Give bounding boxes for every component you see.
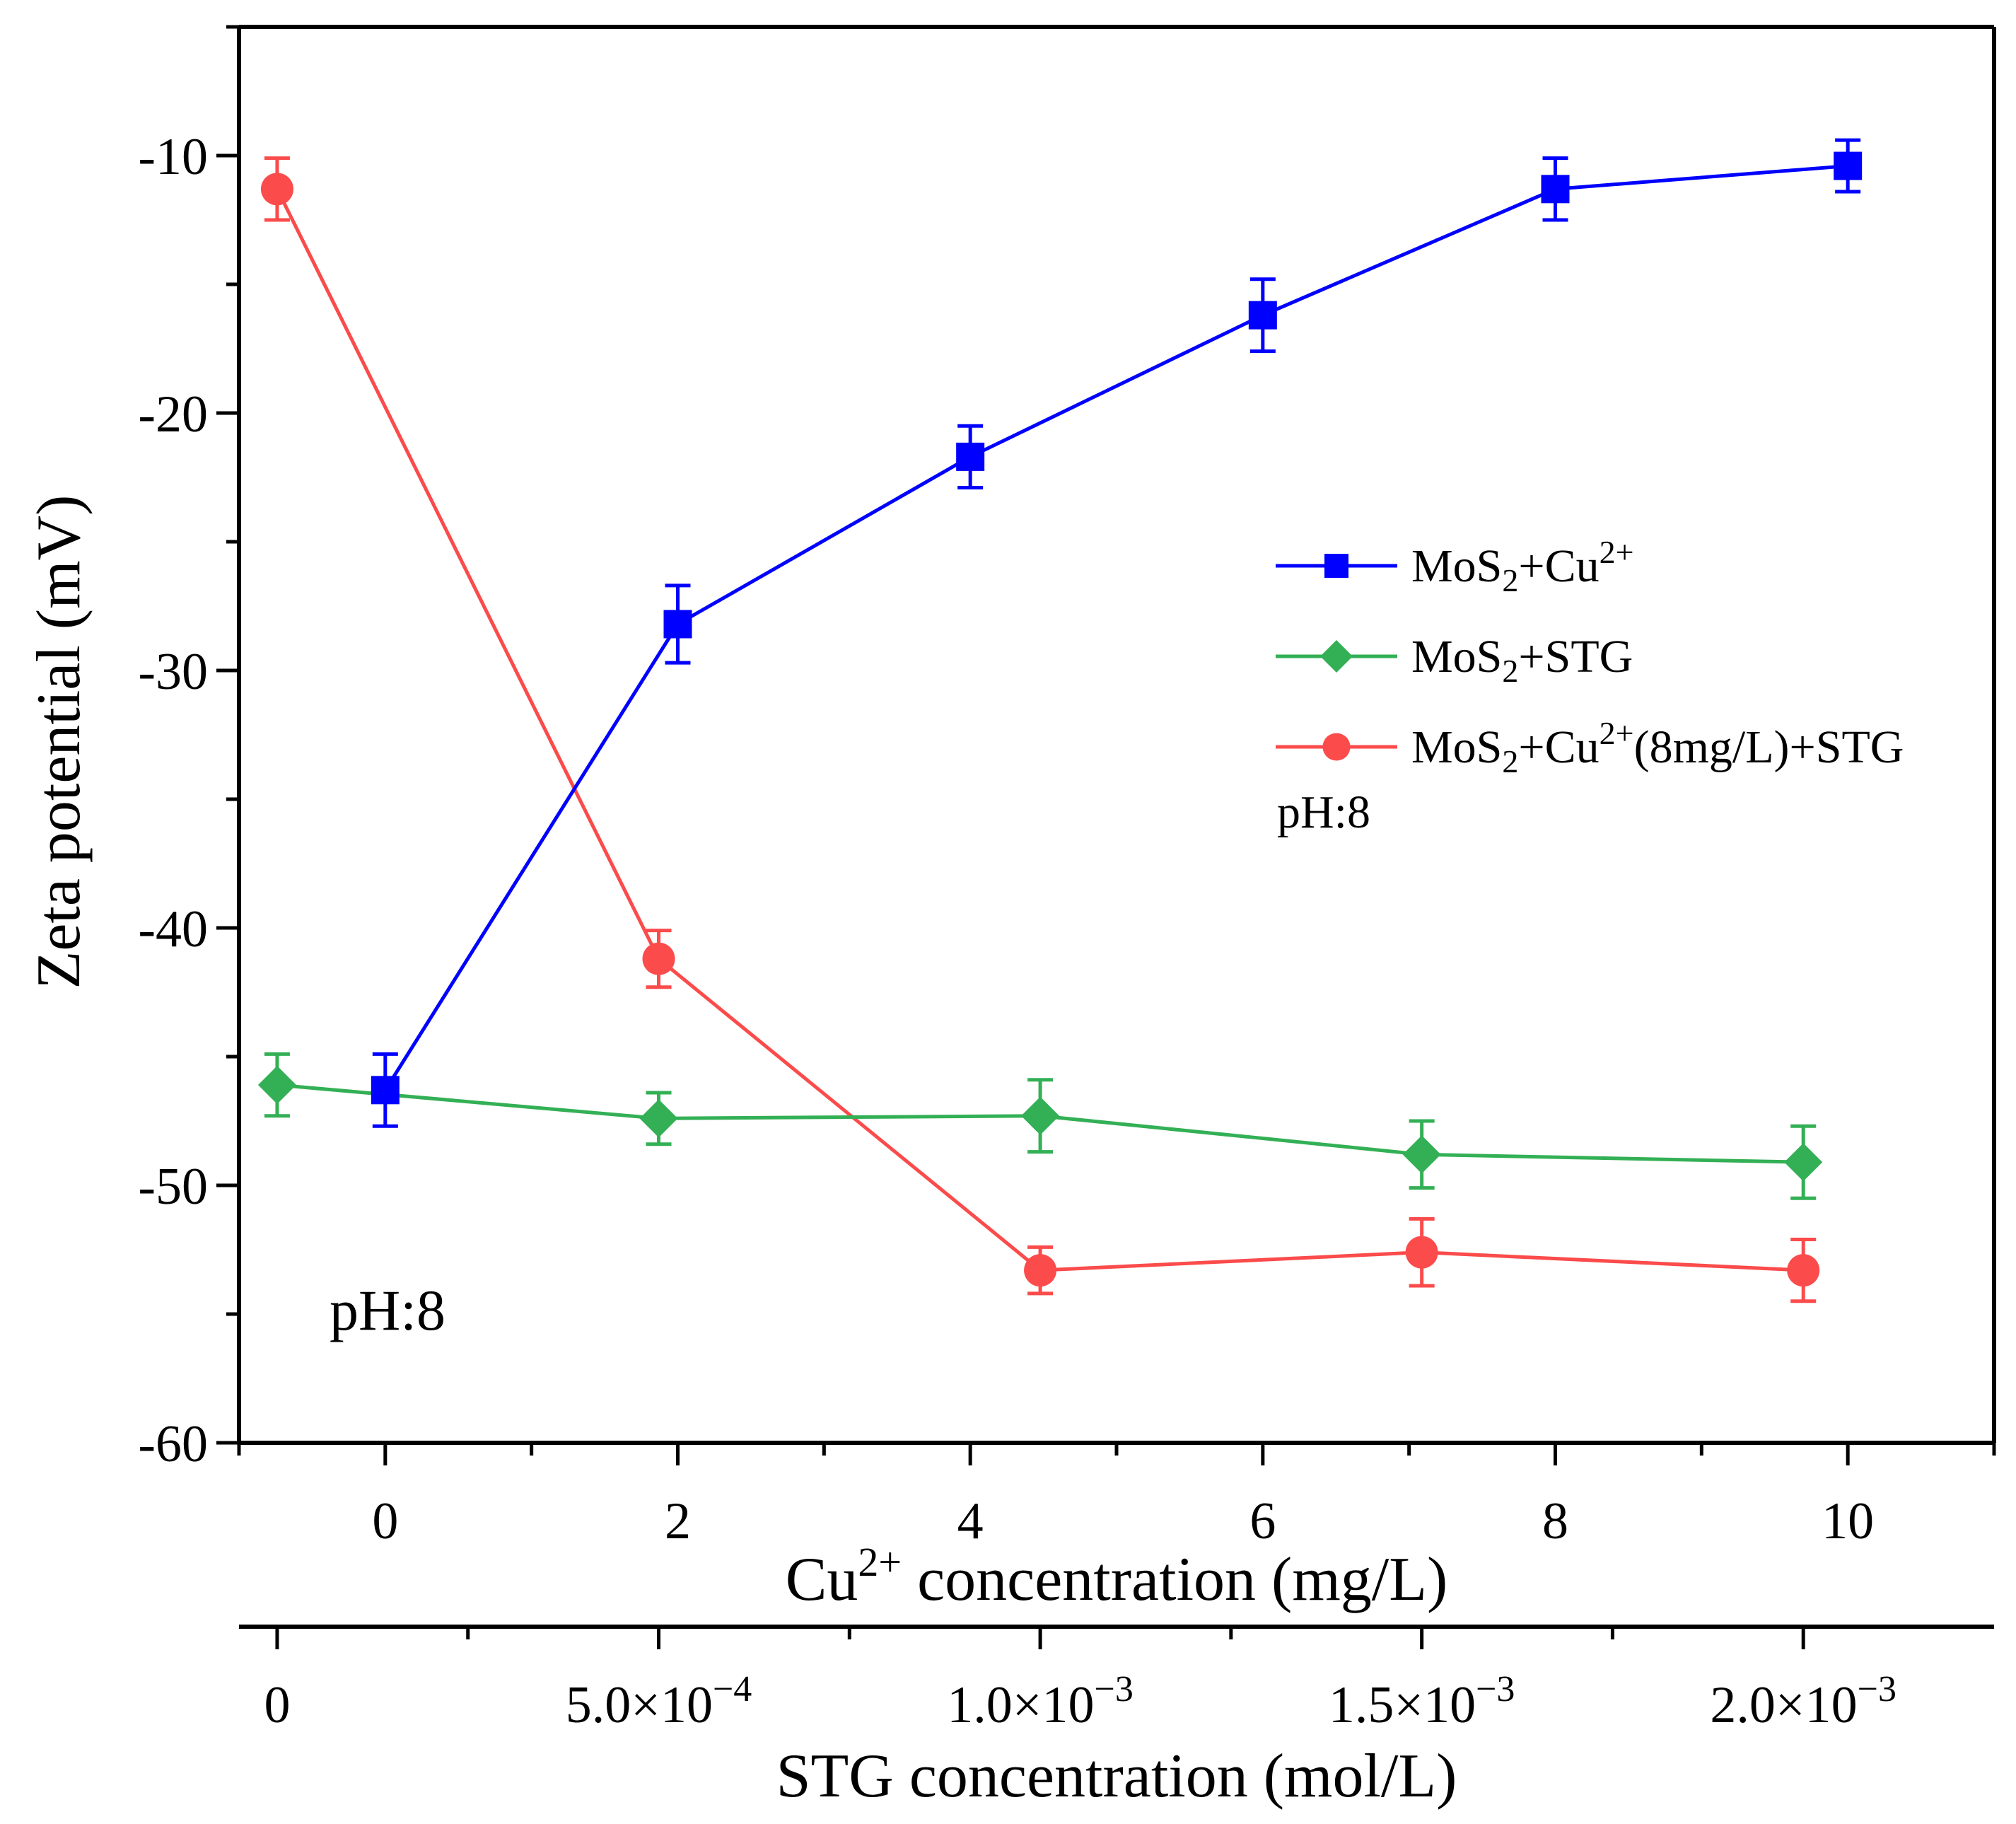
data-point xyxy=(639,1099,678,1138)
series-mos2-cu2- xyxy=(371,138,1863,1128)
y-tick-label: -10 xyxy=(138,128,208,186)
data-point xyxy=(1248,301,1277,330)
legend-item: MoS2+Cu2+(8mg/L)+STG xyxy=(1276,715,1904,779)
data-point xyxy=(1402,1135,1441,1174)
series-mos2-stg xyxy=(257,1052,1823,1200)
data-point xyxy=(642,942,675,975)
data-point xyxy=(1322,733,1351,761)
data-point xyxy=(663,610,692,639)
data-point xyxy=(1834,151,1863,180)
data-point xyxy=(257,1066,296,1105)
y-tick-label: -30 xyxy=(138,643,208,701)
legend-label: MoS2+Cu2+(8mg/L)+STG xyxy=(1411,715,1904,779)
data-point xyxy=(1021,1096,1060,1135)
legend-item: MoS2+STG xyxy=(1276,631,1633,689)
secondary-x-axis-title: STG concentration (mol/L) xyxy=(776,1742,1457,1811)
data-point xyxy=(1024,1254,1057,1287)
series-mos2-cu2-8mg-l-stg xyxy=(260,156,1820,1303)
legend-label: MoS2+Cu2+ xyxy=(1411,534,1634,598)
secondary-x-tick-label: 5.0×10−4 xyxy=(566,1669,752,1734)
y-axis-title: Zeta potential (mV) xyxy=(25,495,93,989)
data-point xyxy=(956,442,985,471)
legend-item: MoS2+Cu2+ xyxy=(1276,534,1634,598)
annotation-ph-corner: pH:8 xyxy=(330,1278,445,1342)
series-line xyxy=(383,164,1848,1091)
data-point xyxy=(260,173,293,206)
x-tick-label: 6 xyxy=(1249,1492,1276,1550)
y-tick-label: -60 xyxy=(138,1415,208,1473)
annotation-ph-legend: pH:8 xyxy=(1277,786,1370,838)
secondary-x-tick-label: 1.0×10−3 xyxy=(947,1669,1134,1734)
legend-label: MoS2+STG xyxy=(1411,631,1633,689)
data-point xyxy=(1320,640,1353,673)
axes-group: -10 -20 -30 -40 -50 -60 0 2 4 6 8 10 Cu2+ concentrat… xyxy=(25,25,1996,1811)
x-tick-label: 10 xyxy=(1822,1492,1874,1550)
data-point xyxy=(1541,175,1570,204)
secondary-x-tick-label: 2.0×10−3 xyxy=(1710,1669,1896,1734)
series-group xyxy=(257,138,1863,1303)
data-point xyxy=(1405,1236,1438,1269)
y-tick-label: -20 xyxy=(138,385,208,443)
x-tick-label: 0 xyxy=(372,1492,398,1550)
x-axis-title: Cu2+ concentration (mg/L) xyxy=(786,1539,1448,1614)
legend: MoS2+Cu2+ MoS2+STG MoS2+Cu2+(8mg/L)+STG xyxy=(1276,534,1904,779)
y-tick-label: -40 xyxy=(138,900,208,958)
x-tick-label: 8 xyxy=(1542,1492,1568,1550)
x-tick-label: 4 xyxy=(957,1492,984,1550)
data-point xyxy=(371,1076,400,1105)
secondary-x-tick-label: 0 xyxy=(264,1676,290,1734)
y-tick-label: -50 xyxy=(138,1158,208,1216)
x-tick-label: 2 xyxy=(665,1492,691,1550)
secondary-x-tick-label: 1.5×10−3 xyxy=(1329,1669,1515,1734)
data-point xyxy=(1787,1254,1820,1287)
data-point xyxy=(1324,554,1348,578)
data-point xyxy=(1784,1143,1823,1182)
